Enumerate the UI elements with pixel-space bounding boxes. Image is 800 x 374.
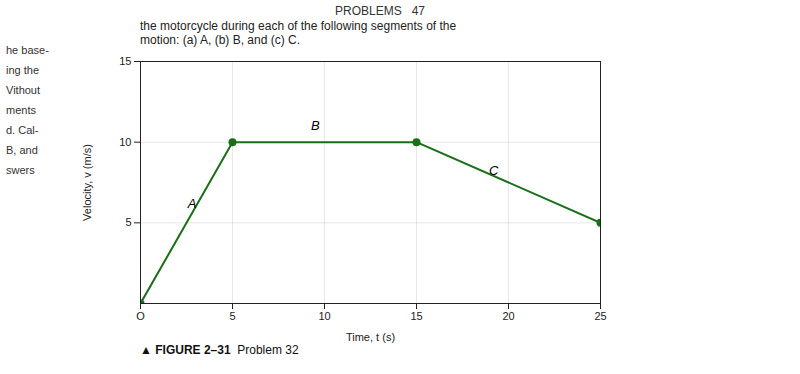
html-text:he base-: he base- [6,44,49,56]
svg-text:Time, t (s): Time, t (s) [346,331,395,343]
html-text:motion: (a) A, (b) B, and (c): motion: (a) A, (b) B, and (c) C. [140,33,301,47]
html-text:ing the: ing the [6,64,39,76]
html-text:ments: ments [6,104,36,116]
html-text:swers: swers [6,164,35,176]
html-text:PROBLEMS 47: PROBLEMS 47 [335,4,425,18]
svg-text:B: B [311,118,320,133]
svg-text:15: 15 [119,55,131,67]
svg-text:C: C [489,163,499,178]
svg-text:Velocity, v (m/s): Velocity, v (m/s) [81,144,93,221]
svg-text:O: O [136,310,145,322]
svg-text:15: 15 [410,310,422,322]
svg-text:10: 10 [119,136,131,148]
svg-text:5: 5 [229,310,235,322]
svg-text:25: 25 [594,310,606,322]
html-text:d. Cal-: d. Cal- [6,124,39,136]
svg-text:A: A [187,196,197,211]
svg-text:10: 10 [318,310,330,322]
html-text:Vithout: Vithout [6,84,41,96]
html-text:▲ FIGURE 2–31 Problem 32: ▲ FIGURE 2–31 Problem 32 [140,343,299,357]
svg-text:20: 20 [502,310,514,322]
svg-text:5: 5 [125,216,131,228]
html-text:the motorcycle during each of: the motorcycle during each of the follow… [140,19,457,33]
html-text:B, and: B, and [6,144,38,156]
